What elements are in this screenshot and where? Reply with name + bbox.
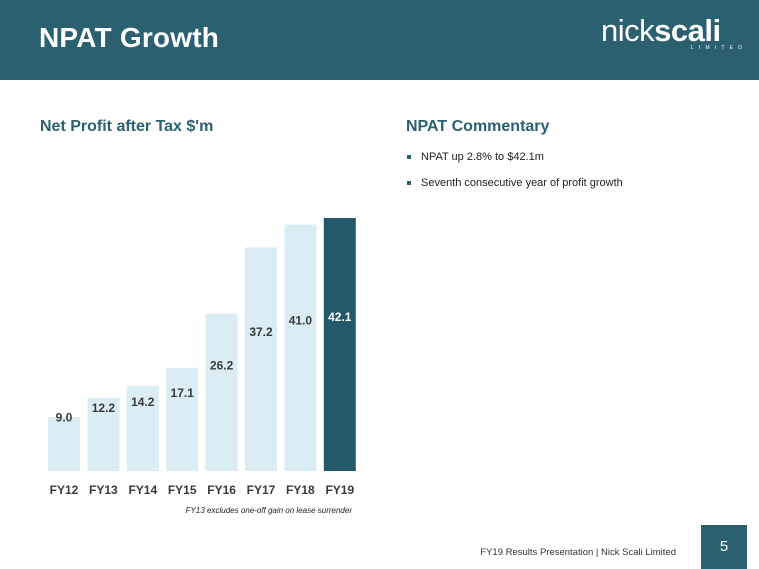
- nick-scali-logo: nickscali LIMITED: [601, 12, 751, 58]
- bar-fy15: [166, 368, 199, 471]
- data-label-fy12: 9.0: [56, 411, 73, 425]
- bar-fy16: [205, 313, 238, 471]
- logo-text-light: nick: [601, 13, 655, 48]
- x-tick-label-fy13: FY13: [89, 483, 118, 497]
- page-number: 5: [701, 525, 747, 569]
- commentary-bullet: Seventh consecutive year of profit growt…: [406, 176, 623, 202]
- bar-fy19: [323, 217, 356, 471]
- commentary-bullet-text: Seventh consecutive year of profit growt…: [421, 177, 623, 189]
- commentary-heading: NPAT Commentary: [406, 118, 550, 135]
- data-label-fy16: 26.2: [210, 358, 234, 372]
- x-tick-label-fy19: FY19: [325, 483, 354, 497]
- logo-subtext: LIMITED: [690, 45, 747, 51]
- bar-fy12: [48, 416, 80, 471]
- chart-footnote: FY13 excludes one-off gain on lease surr…: [185, 506, 352, 515]
- x-tick-label-fy15: FY15: [168, 483, 197, 497]
- header-bar: NPAT Growth nickscali LIMITED: [0, 0, 759, 80]
- logo-wordmark: nickscali: [601, 12, 751, 50]
- data-label-fy14: 14.2: [131, 395, 155, 409]
- x-tick-label-fy14: FY14: [128, 483, 157, 497]
- commentary-bullet-list: NPAT up 2.8% to $42.1m Seventh consecuti…: [406, 150, 623, 202]
- x-tick-label-fy17: FY17: [247, 483, 276, 497]
- bar-fy18: [284, 224, 317, 471]
- data-label-fy19: 42.1: [328, 310, 352, 324]
- page-title: NPAT Growth: [39, 22, 220, 53]
- data-label-fy18: 41.0: [289, 313, 313, 327]
- bar-fy14: [126, 385, 159, 471]
- chart-heading: Net Profit after Tax $'m: [40, 118, 214, 135]
- bar-fy17: [245, 247, 277, 471]
- footer-text: FY19 Results Presentation | Nick Scali L…: [480, 547, 676, 558]
- x-tick-label-fy12: FY12: [50, 483, 79, 497]
- square-bullet-icon: [407, 155, 411, 159]
- x-tick-label-fy16: FY16: [207, 483, 236, 497]
- data-label-fy13: 12.2: [92, 401, 116, 415]
- commentary-bullet-text: NPAT up 2.8% to $42.1m: [421, 151, 544, 163]
- data-label-fy17: 37.2: [249, 325, 273, 339]
- x-tick-label-fy18: FY18: [286, 483, 315, 497]
- square-bullet-icon: [407, 181, 411, 185]
- data-label-fy15: 17.1: [171, 386, 195, 400]
- commentary-bullet: NPAT up 2.8% to $42.1m: [406, 150, 623, 176]
- logo-text-bold: scali: [654, 13, 721, 48]
- bar-fy13: [87, 397, 120, 471]
